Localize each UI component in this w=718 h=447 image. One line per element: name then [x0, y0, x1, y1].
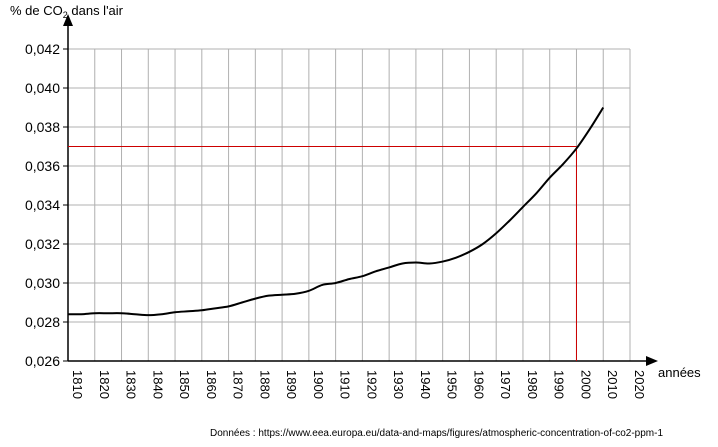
y-tick-label: 0,026 [25, 353, 60, 369]
x-tick-label: 1880 [257, 370, 272, 399]
x-tick-label: 2000 [578, 370, 593, 399]
y-tick-label: 0,030 [25, 275, 60, 291]
y-axis-title-subscript: 2 [62, 10, 68, 20]
x-tick-label: 1970 [498, 370, 513, 399]
y-tick-label: 0,032 [25, 236, 60, 252]
grid [68, 48, 631, 361]
y-tick-label: 0,042 [25, 41, 60, 57]
x-tick-label: 1930 [391, 370, 406, 399]
y-axis-title: % de CO2 dans l'air [10, 3, 123, 20]
reference-lines [68, 146, 577, 361]
co2-series-line [67, 106, 605, 317]
x-tick-label: 1900 [311, 370, 326, 399]
y-tick-label: 0,040 [25, 80, 60, 96]
axes [63, 14, 658, 366]
source-note: Données : https://www.eea.europa.eu/data… [210, 428, 664, 439]
x-tick-label: 1980 [525, 370, 540, 399]
x-tick-label: 1820 [97, 370, 112, 399]
co2-line-chart: 0,026 0,028 0,030 0,032 0,034 0,036 0,038 0,040… [25, 14, 658, 399]
x-tick-label: 2010 [605, 370, 620, 399]
y-tick-label: 0,038 [25, 119, 60, 135]
x-tick-label: 1960 [471, 370, 486, 399]
x-tick-label: 1840 [150, 370, 165, 399]
x-tick-label: 1940 [418, 370, 433, 399]
x-tick-label: 1870 [231, 370, 246, 399]
x-tick-label: 1950 [445, 370, 460, 399]
y-axis-arrow [63, 14, 73, 26]
x-tick-label: 1910 [338, 370, 353, 399]
y-tick-label: 0,036 [25, 158, 60, 174]
y-tick-labels: 0,026 0,028 0,030 0,032 0,034 0,036 0,038 0,040… [25, 41, 60, 369]
y-tick-label: 0,034 [25, 197, 60, 213]
x-tick-labels: 1810 1820 1830 1840 1850 1860 1870 1880 1890 1900… [70, 370, 647, 399]
x-axis-title: années [658, 365, 701, 380]
x-axis-arrow [646, 356, 658, 366]
y-axis-title-tail: dans l'air [67, 3, 123, 18]
x-tick-label: 1810 [70, 370, 85, 399]
x-tick-label: 1850 [177, 370, 192, 399]
x-tick-label: 1990 [552, 370, 567, 399]
x-tick-label: 1890 [284, 370, 299, 399]
x-tick-label: 1860 [204, 370, 219, 399]
y-tick-label: 0,028 [25, 314, 60, 330]
x-tick-label: 1920 [364, 370, 379, 399]
x-tick-label: 1830 [124, 370, 139, 399]
x-tick-label: 2020 [632, 370, 647, 399]
